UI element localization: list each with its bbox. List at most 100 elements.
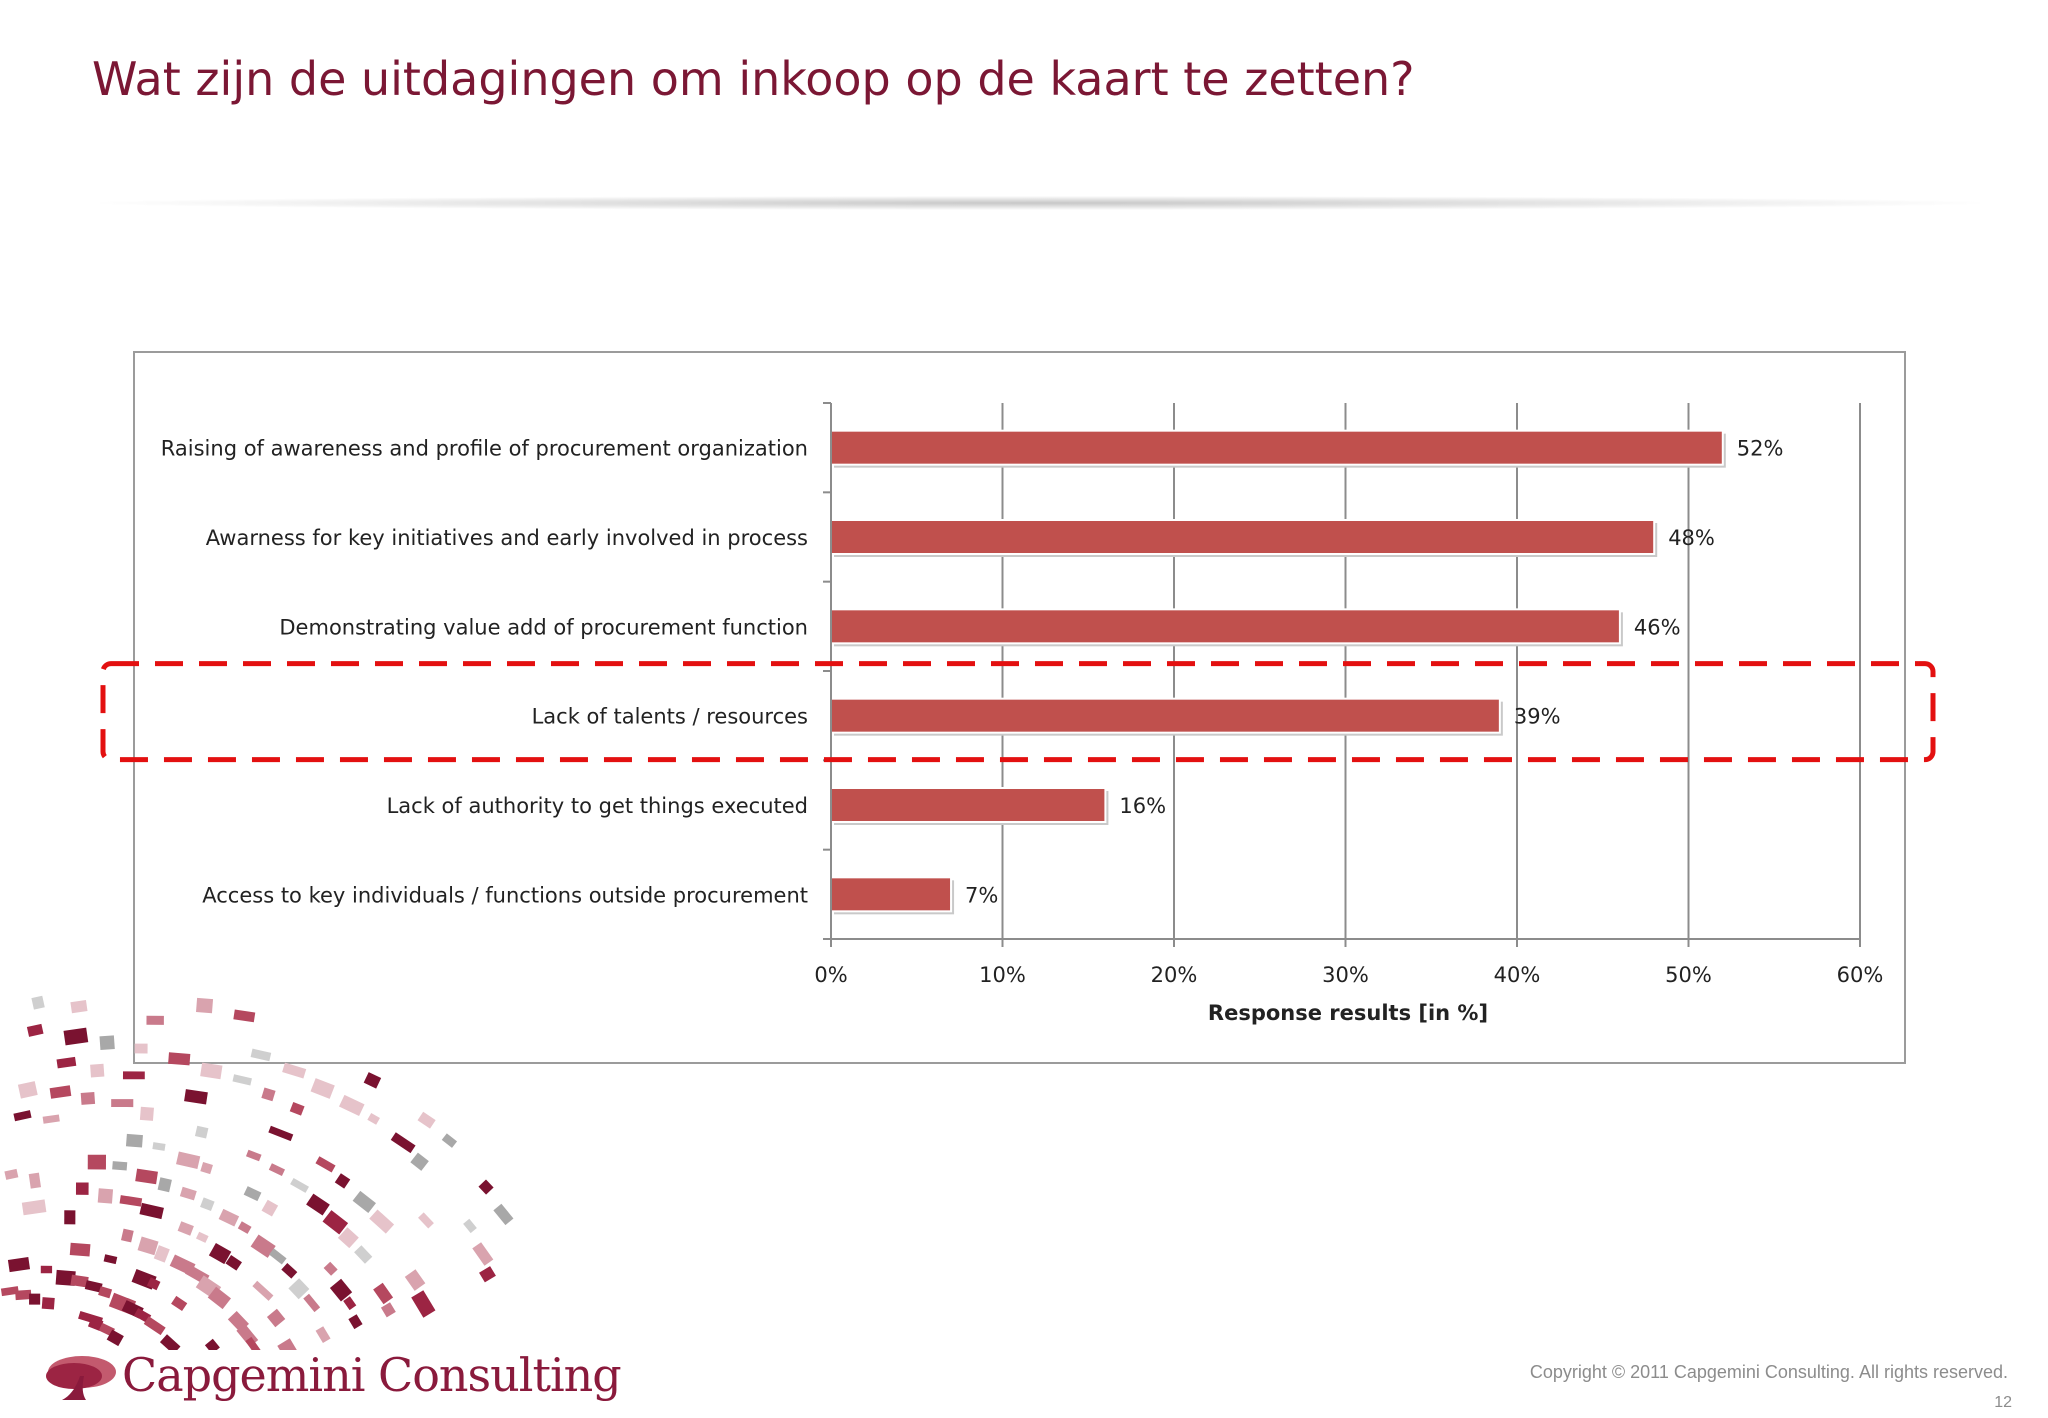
mosaic-tile	[135, 1168, 158, 1185]
data-label: 46%	[1634, 615, 1681, 639]
mosaic-tile	[90, 1063, 105, 1078]
category-label: Lack of talents / resources	[532, 705, 808, 729]
mosaic-tile	[139, 1106, 154, 1121]
mosaic-tile	[21, 1199, 47, 1216]
mosaic-tile	[87, 1316, 104, 1331]
mosaic-tile	[282, 1062, 307, 1079]
mosaic-tile	[179, 1186, 197, 1201]
mosaic-tile	[26, 1023, 44, 1037]
mosaic-tile	[418, 1212, 434, 1229]
mosaic-tile	[478, 1179, 494, 1195]
mosaic-tile	[134, 1043, 148, 1054]
mosaic-tile	[195, 1231, 209, 1243]
mosaic-tile	[310, 1078, 335, 1099]
mosaic-tile	[200, 1162, 213, 1175]
mosaic-tile	[200, 1197, 215, 1212]
mosaic-tile	[479, 1266, 496, 1283]
mosaic-tile	[31, 995, 45, 1010]
mosaic-tile	[49, 1085, 72, 1099]
mosaic-tile	[120, 1228, 134, 1243]
mosaic-tile	[153, 1245, 170, 1263]
mosaic-tile	[261, 1087, 276, 1102]
mosaic-tile	[122, 1071, 145, 1080]
category-label: Raising of awareness and profile of proc…	[161, 437, 808, 461]
bar	[830, 697, 1501, 734]
mosaic-tile	[29, 1293, 41, 1305]
bar	[830, 876, 953, 913]
mosaic-tile	[106, 1329, 124, 1347]
mosaic-tile	[139, 1202, 164, 1220]
mosaic-tile	[306, 1193, 330, 1216]
x-tick-label: 30%	[1322, 963, 1369, 987]
mosaic-tile	[194, 1125, 209, 1139]
mosaic-tile	[252, 1280, 274, 1301]
mosaic-tile	[7, 1257, 31, 1273]
copyright-notice: Copyright © 2011 Capgemini Consulting. A…	[1529, 1362, 2008, 1382]
mosaic-tile	[369, 1209, 395, 1234]
mosaic-tile	[250, 1234, 276, 1258]
mosaic-tile	[208, 1243, 232, 1265]
mosaic-tile	[87, 1154, 106, 1170]
capgemini-logo: Capgemini Consulting	[40, 1346, 622, 1404]
mosaic-tile	[119, 1195, 143, 1207]
mosaic-tile	[261, 1199, 279, 1217]
mosaic-tile	[380, 1302, 396, 1318]
mosaic-tile	[80, 1092, 96, 1105]
mosaic-tile	[237, 1221, 252, 1234]
mosaic-tile	[159, 1334, 181, 1350]
mosaic-tile	[111, 1099, 134, 1108]
mosaic-tile	[13, 1110, 32, 1122]
mosaic-tile	[411, 1290, 436, 1318]
mosaic-tile	[417, 1111, 436, 1129]
x-axis-title: Response results [in %]	[1208, 1001, 1488, 1025]
mosaic-tile	[323, 1261, 338, 1276]
mosaic-tile	[472, 1242, 494, 1266]
data-label: 39%	[1514, 705, 1561, 729]
mosaic-tile	[157, 1177, 172, 1193]
bar	[830, 787, 1107, 823]
mosaic-tile	[269, 1248, 287, 1265]
mosaic-tile	[290, 1178, 309, 1193]
mosaic-tile	[218, 1208, 240, 1227]
mosaic-tile	[315, 1156, 336, 1173]
mosaic-tile	[441, 1133, 458, 1148]
mosaic-tile	[112, 1161, 128, 1171]
page-number: 12	[1994, 1394, 2012, 1411]
mosaic-tile	[137, 1236, 159, 1256]
mosaic-tile	[28, 1172, 41, 1189]
mosaic-tile	[245, 1149, 262, 1162]
bar-chart: Raising of awareness and profile of proc…	[161, 402, 1883, 1025]
mosaic-tile	[41, 1297, 55, 1310]
mosaic-tile	[334, 1173, 351, 1189]
mosaic-tile	[463, 1218, 477, 1234]
mosaic-tile	[103, 1254, 118, 1265]
mosaic-tile	[168, 1052, 191, 1066]
mosaic-tile	[343, 1296, 357, 1311]
logo-wordmark: Capgemini Consulting	[122, 1348, 622, 1402]
decorative-mosaic-graphic	[0, 995, 514, 1350]
mosaic-tile	[339, 1094, 365, 1116]
mosaic-tile	[348, 1314, 363, 1330]
mosaic-tile	[390, 1132, 416, 1154]
data-label: 52%	[1737, 437, 1784, 461]
x-tick-label: 0%	[814, 963, 847, 987]
mosaic-tile	[322, 1210, 349, 1235]
x-tick-label: 50%	[1665, 963, 1712, 987]
title-divider-shadow	[100, 196, 1980, 210]
mosaic-tile	[329, 1278, 353, 1302]
mosaic-tile	[204, 1338, 220, 1350]
category-label: Awarness for key initiatives and early i…	[206, 526, 808, 550]
mosaic-tile	[315, 1326, 331, 1344]
bar	[830, 608, 1621, 645]
mosaic-tile	[207, 1286, 231, 1310]
data-label: 16%	[1119, 794, 1166, 818]
mosaic-tile	[146, 1015, 164, 1025]
mosaic-tile	[281, 1263, 298, 1279]
mosaic-tile	[177, 1221, 194, 1236]
mosaic-tile	[146, 1277, 161, 1291]
mosaic-tile	[277, 1338, 302, 1350]
mosaic-tile	[289, 1102, 305, 1116]
category-label: Demonstrating value add of procurement f…	[279, 615, 808, 639]
mosaic-tile	[99, 1035, 115, 1050]
mosaic-tile	[363, 1072, 382, 1089]
